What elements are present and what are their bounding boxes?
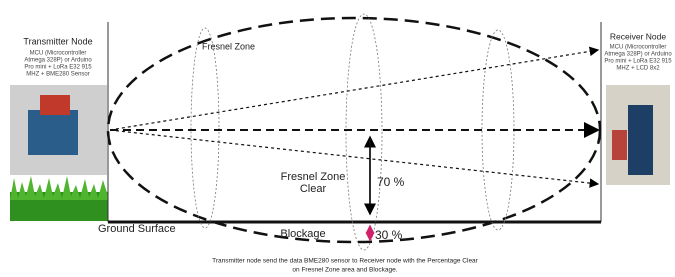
rx-detail: MCU (Microcontroller bbox=[610, 45, 667, 51]
rx-detail: Pro mini + LoRa E32 915 bbox=[604, 59, 672, 65]
tx-detail: Atmega 328P) or Arduino bbox=[24, 58, 92, 64]
caption: on Fresnel Zone area and Blockage. bbox=[292, 267, 397, 274]
blockage-label: Blockage bbox=[280, 228, 325, 240]
clear-label: Clear bbox=[300, 183, 327, 195]
rx-detail: MHZ + LCD 8x2 bbox=[616, 66, 660, 72]
clear-percent: 70 % bbox=[377, 175, 405, 189]
signal-up bbox=[110, 50, 598, 130]
tx-detail: Pro mini + LoRa E32 915 bbox=[24, 65, 92, 71]
diagram: Transmitter Node MCU (Microcontroller At… bbox=[0, 0, 675, 277]
tx-detail: MCU (Microcontroller bbox=[30, 51, 87, 57]
tx-title: Transmitter Node bbox=[23, 36, 92, 46]
rx-detail: Atmega 328P) or Arduino bbox=[604, 52, 672, 58]
transmitter-photo bbox=[10, 85, 107, 175]
clear-label: Fresnel Zone bbox=[281, 171, 346, 183]
receiver-photo bbox=[606, 85, 670, 185]
signal-down bbox=[110, 130, 598, 184]
fresnel-zone-label: Fresnel Zone bbox=[202, 41, 255, 51]
tx-detail: MHZ + BME280 Sensor bbox=[26, 72, 90, 78]
grass bbox=[10, 176, 108, 221]
ground-label: Ground Surface bbox=[98, 223, 176, 235]
caption: Transmitter node send the data BME280 se… bbox=[212, 258, 479, 265]
rx-title: Receiver Node bbox=[610, 31, 666, 41]
blockage-percent: 30 % bbox=[375, 228, 403, 242]
